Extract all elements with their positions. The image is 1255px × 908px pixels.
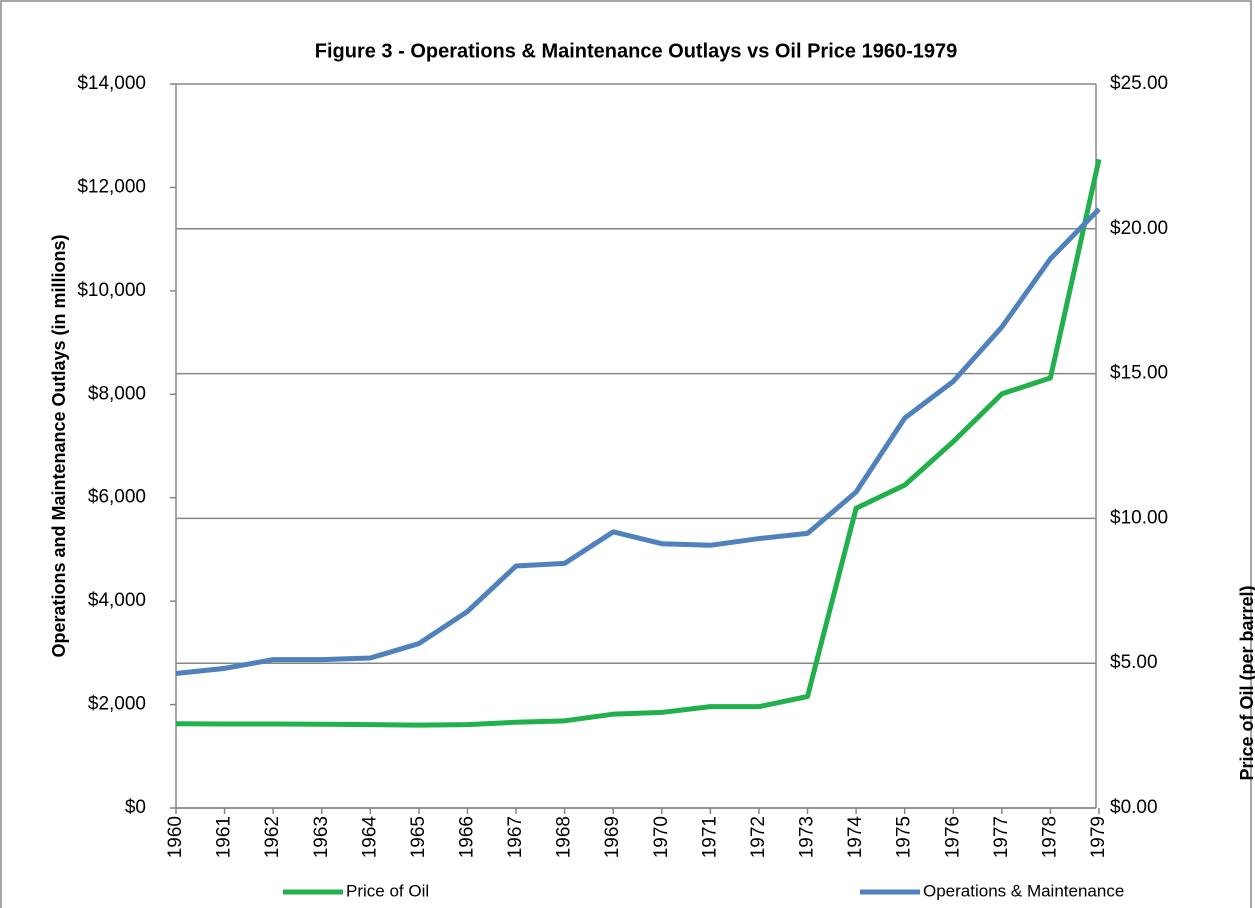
- x-tick-label: 1979: [1088, 816, 1109, 858]
- x-tick-label: 1976: [942, 816, 963, 858]
- x-tick-label: 1969: [602, 816, 623, 858]
- y2-tick-label: $10.00: [1110, 507, 1168, 528]
- legend-label: Price of Oil: [346, 881, 429, 900]
- legend-label: Operations & Maintenance: [923, 881, 1124, 900]
- y-tick-label: $14,000: [77, 73, 146, 94]
- y2-tick-label: $5.00: [1110, 652, 1158, 673]
- x-tick-label: 1971: [699, 816, 720, 858]
- x-tick-label: 1977: [991, 816, 1012, 858]
- y-tick-label: $4,000: [88, 590, 146, 611]
- x-tick-label: 1961: [214, 816, 235, 858]
- series-line: [175, 158, 1102, 728]
- y2-tick-label: $0.00: [1110, 797, 1158, 818]
- x-tick-label: 1978: [1039, 816, 1060, 858]
- x-tick-label: 1972: [748, 816, 769, 858]
- y-tick-label: $2,000: [88, 694, 146, 715]
- x-tick-label: 1970: [651, 816, 672, 858]
- y2-tick-label: $25.00: [1110, 73, 1168, 94]
- y-tick-label: $0: [125, 797, 146, 818]
- x-tick-label: 1966: [456, 816, 477, 858]
- y2-tick-label: $15.00: [1110, 363, 1168, 384]
- x-tick-label: 1974: [845, 816, 866, 859]
- x-tick-label: 1968: [554, 816, 575, 858]
- x-tick-label: 1973: [797, 816, 818, 858]
- y2-tick-label: $20.00: [1110, 218, 1168, 239]
- y-tick-label: $8,000: [88, 383, 146, 404]
- x-tick-label: 1965: [408, 816, 429, 858]
- x-tick-label: 1975: [894, 816, 915, 858]
- x-tick-label: 1960: [165, 816, 186, 858]
- series-line: [175, 207, 1101, 677]
- chart-title: Figure 3 - Operations & Maintenance Outl…: [315, 40, 957, 62]
- x-tick-label: 1962: [262, 816, 283, 858]
- y-tick-label: $10,000: [77, 280, 146, 301]
- x-tick-label: 1964: [359, 816, 380, 859]
- y-tick-label: $12,000: [77, 176, 146, 197]
- y2-axis-label: Price of Oil (per barrel): [1237, 585, 1255, 780]
- y-tick-label: $6,000: [88, 487, 146, 508]
- y-axis-label: Operations and Maintenance Outlays (in m…: [49, 234, 69, 657]
- x-tick-label: 1967: [505, 816, 526, 858]
- x-tick-label: 1963: [311, 816, 332, 858]
